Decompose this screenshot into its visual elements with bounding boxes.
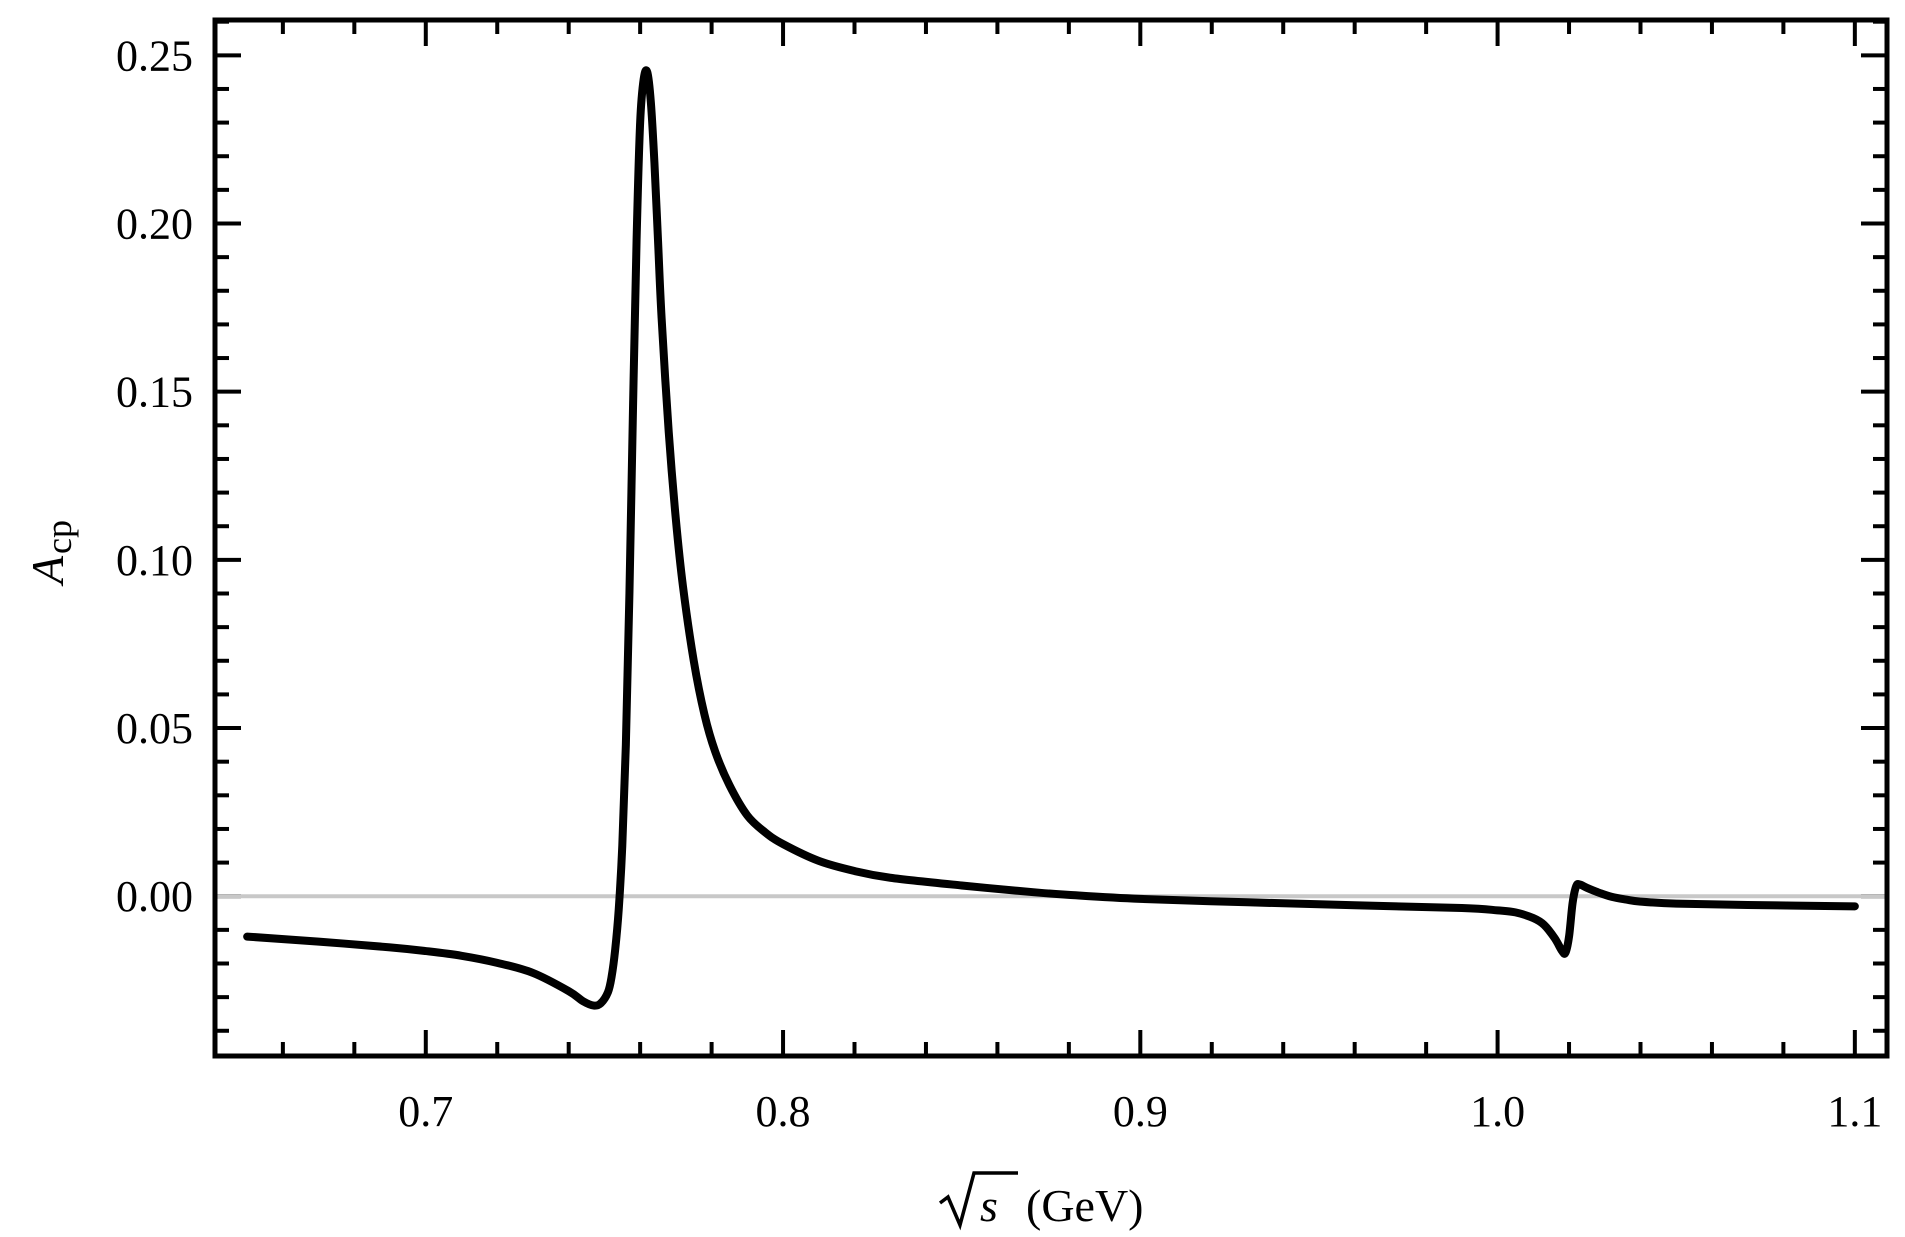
x-tick-label: 0.9 — [1113, 1087, 1168, 1136]
x-axis-unit: (GeV) — [1026, 1180, 1144, 1231]
y-axis-symbol: A — [22, 555, 73, 587]
y-tick-label: 0.05 — [116, 704, 193, 753]
x-tick-label: 1.0 — [1470, 1087, 1525, 1136]
y-tick-label: 0.00 — [116, 872, 193, 921]
x-tick-label: 1.1 — [1827, 1087, 1882, 1136]
series-line — [243, 66, 1859, 1010]
y-tick-label: 0.25 — [116, 31, 193, 80]
x-tick-label: 0.8 — [756, 1087, 811, 1136]
x-axis-label: s (GeV) — [938, 1171, 1144, 1231]
sqrt-symbol — [938, 1171, 1018, 1231]
y-tick-label: 0.20 — [116, 200, 193, 249]
y-axis-label: A cp — [22, 520, 79, 587]
x-tick-labels: 0.7 0.8 0.9 1.0 1.1 — [398, 1087, 1882, 1136]
y-tick-label: 0.15 — [116, 368, 193, 417]
y-tick-label: 0.10 — [116, 536, 193, 585]
y-tick-labels: 0.00 0.05 0.10 0.15 0.20 0.25 — [116, 31, 193, 921]
plot-frame — [212, 17, 1890, 1059]
x-axis-symbol: s — [980, 1180, 998, 1231]
y-axis-subscript: cp — [39, 520, 79, 554]
x-tick-label: 0.7 — [398, 1087, 453, 1136]
